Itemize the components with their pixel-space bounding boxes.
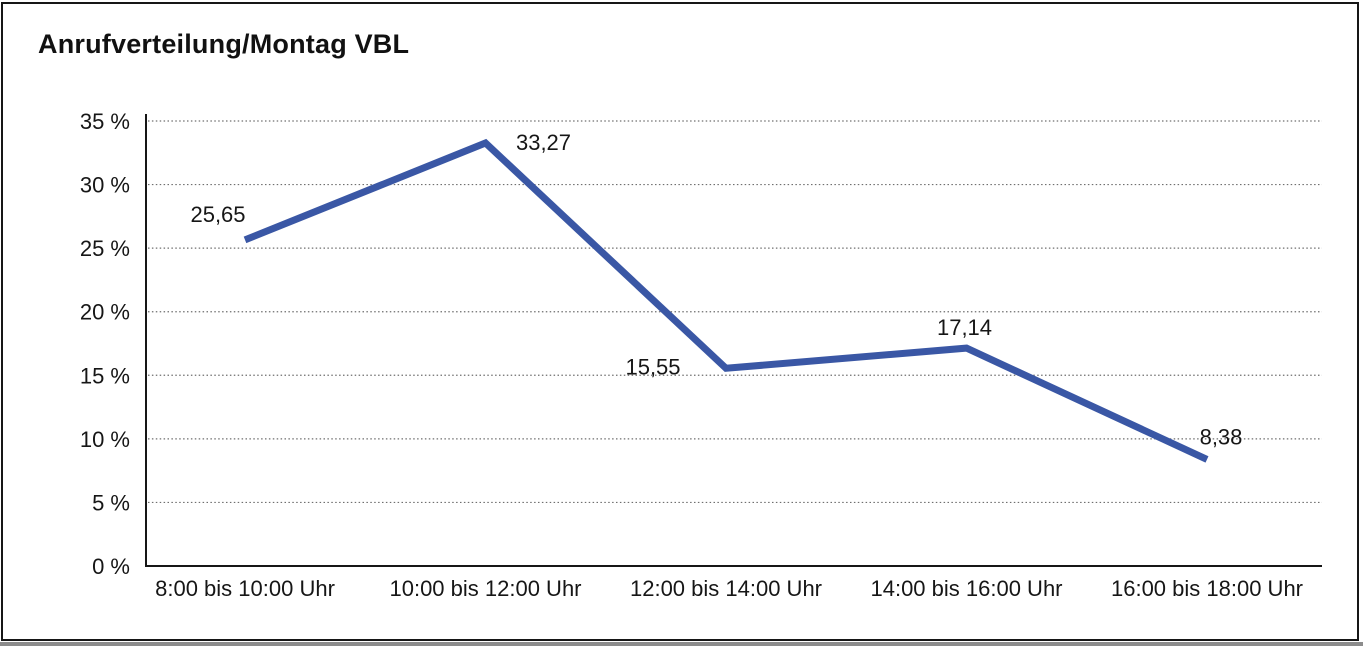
- page-bottom-edge-strip: [0, 642, 1363, 646]
- data-point-value-label: 15,55: [625, 354, 680, 379]
- y-axis-tick-label: 10 %: [80, 427, 130, 452]
- y-axis-tick-label: 15 %: [80, 363, 130, 388]
- y-axis-tick-label: 30 %: [80, 173, 130, 198]
- data-series-line: [243, 138, 1209, 463]
- chart-title: Anrufverteilung/Montag VBL: [38, 29, 410, 59]
- x-axis-category-label: 10:00 bis 12:00 Uhr: [389, 576, 581, 601]
- data-point-value-label: 17,14: [937, 315, 992, 340]
- data-point-value-label: 8,38: [1200, 424, 1243, 449]
- x-axis-category-label: 16:00 bis 18:00 Uhr: [1111, 576, 1303, 601]
- data-point-value-label: 33,27: [516, 130, 571, 155]
- y-axis-tick-label: 5 %: [92, 490, 130, 515]
- x-axis-category-label: 8:00 bis 10:00 Uhr: [155, 576, 335, 601]
- y-axis-tick-label: 0 %: [92, 554, 130, 579]
- x-axis-category-label: 14:00 bis 16:00 Uhr: [870, 576, 1062, 601]
- y-axis-tick-label: 25 %: [80, 236, 130, 261]
- y-axis-tick-label: 20 %: [80, 300, 130, 325]
- data-point-value-label: 25,65: [190, 202, 245, 227]
- x-axis-category-label: 12:00 bis 14:00 Uhr: [630, 576, 822, 601]
- y-axis-tick-label: 35 %: [80, 109, 130, 134]
